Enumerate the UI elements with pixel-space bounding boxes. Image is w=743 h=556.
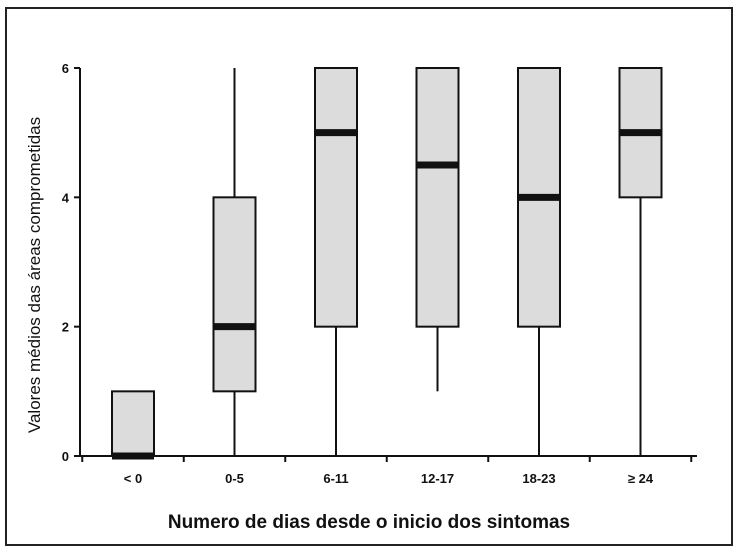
- y-tick-label: 6: [62, 61, 69, 76]
- x-tick-label: 6-11: [323, 471, 348, 486]
- x-axis-label: Numero de dias desde o inicio dos sintom…: [168, 512, 570, 533]
- box-iqr: [212, 196, 257, 393]
- labels: < 0 0-5 6-11 12-17 18-23 ≥ 24: [124, 471, 654, 486]
- y-tick-label: 2: [62, 320, 69, 335]
- box-0: [111, 390, 155, 460]
- box-1: [212, 68, 257, 456]
- box-iqr: [415, 67, 460, 328]
- x-tick-label: 18-23: [522, 471, 555, 486]
- box-iqr: [111, 390, 155, 458]
- box-iqr: [314, 67, 358, 328]
- y-tick-label: 0: [62, 449, 69, 464]
- x-tick-label: ≥ 24: [628, 471, 654, 486]
- x-tick-label: 0-5: [225, 471, 244, 486]
- y-axis-label: Valores médios das áreas comprometidas: [25, 117, 44, 433]
- x-tick-label: < 0: [124, 471, 142, 486]
- boxes: [111, 67, 663, 460]
- box-4: [517, 67, 561, 456]
- y-tick-label: 4: [62, 190, 70, 205]
- box-2: [314, 67, 358, 456]
- box-3: [415, 67, 460, 392]
- x-tick-label: 12-17: [421, 471, 454, 486]
- box-5: [618, 67, 663, 456]
- axes: 0 2 4 6: [62, 61, 697, 464]
